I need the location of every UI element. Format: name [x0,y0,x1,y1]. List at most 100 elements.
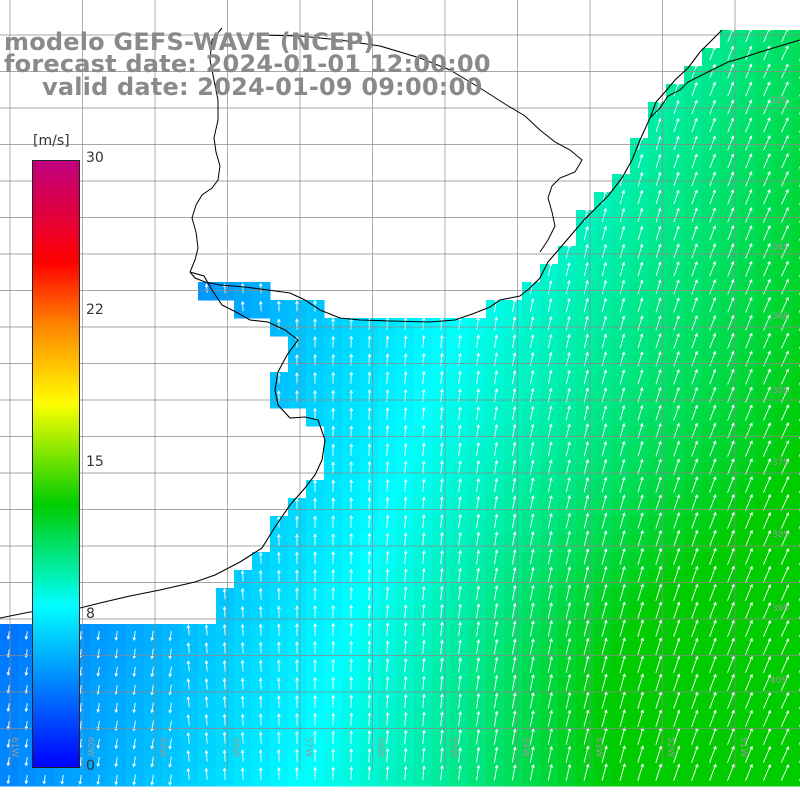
wind-arrow [493,567,499,583]
wind-arrow [313,658,317,672]
wind-arrow [511,728,517,745]
wind-arrow [240,695,245,708]
wind-arrow [385,747,390,763]
wind-arrow [709,135,716,151]
wind-arrow [709,207,716,223]
wind-arrow [745,547,753,565]
wind-arrow [763,260,771,277]
wind-arrow [583,601,590,619]
colorbar-tick-0: 0 [86,758,95,774]
wind-arrow [565,566,572,583]
wind-arrow [511,513,517,529]
wind-arrow [367,586,372,600]
wind-arrow [547,655,553,673]
wind-arrow [385,442,390,456]
wind-arrow [385,407,390,420]
wind-arrow [691,709,699,727]
wind-arrow [403,747,408,763]
wind-arrow [655,207,662,223]
lat-label: 36S [772,312,790,322]
wind-arrow [512,298,517,312]
wind-arrow [673,745,681,763]
wind-arrow [727,655,735,673]
wind-arrow [727,278,735,295]
wind-arrow [529,764,535,781]
wind-arrow [601,261,607,277]
wind-arrow [313,694,317,708]
wind-arrow [168,756,172,768]
wind-arrow [673,153,680,169]
wind-arrow [295,300,299,312]
wind-arrow [637,404,644,421]
wind-arrow [331,568,335,582]
wind-speed-cell [792,48,800,67]
wind-arrow [655,404,662,421]
wind-arrow [763,171,771,187]
wind-arrow [421,567,426,583]
wind-arrow [494,459,499,475]
wind-speed-cell [792,174,800,193]
wind-arrow [458,370,462,384]
wind-arrow [529,656,535,673]
wind-arrow [601,351,608,367]
wind-arrow [583,655,590,673]
wind-arrow [691,261,698,277]
wind-arrow [494,352,499,367]
wind-speed-cell [792,516,800,535]
wind-arrow [313,335,317,348]
wind-speed-cell [792,264,800,283]
wind-arrow [96,666,101,677]
wind-arrow [583,369,589,385]
wind-arrow [691,225,698,241]
wind-arrow [637,297,644,313]
wind-arrow [547,405,553,421]
wind-arrow [727,225,735,241]
wind-arrow [258,605,263,618]
wind-arrow [349,730,354,744]
wind-arrow [313,766,317,780]
wind-arrow [204,660,209,672]
wind-arrow [547,351,553,367]
wind-arrow [781,224,789,241]
wind-arrow [494,477,499,493]
wind-arrow [655,261,662,277]
wind-arrow [565,459,571,475]
wind-arrow [637,547,644,565]
wind-arrow [476,728,481,745]
wind-arrow [547,530,553,547]
wind-arrow [367,765,372,781]
wind-arrow [42,774,47,785]
wind-arrow [511,334,517,349]
wind-arrow [385,496,390,510]
wind-arrow [691,763,699,781]
wind-arrow [403,675,408,691]
wind-arrow [421,370,426,384]
wind-speed-cell [792,534,800,553]
wind-arrow [422,765,426,781]
wind-arrow [440,675,444,691]
wind-arrow [168,720,172,732]
wind-arrow [673,315,680,331]
wind-arrow [745,81,753,97]
wind-arrow [385,550,390,564]
wind-arrow [277,569,281,582]
wind-arrow [547,280,553,295]
wind-arrow [440,567,444,583]
wind-arrow [476,316,480,330]
wind-arrow [780,332,789,349]
wind-arrow [763,117,771,133]
wind-arrow [709,279,717,295]
wind-arrow [168,738,172,750]
wind-arrow [619,369,626,385]
wind-arrow [655,350,662,367]
wind-arrow [601,763,608,781]
wind-arrow [132,756,136,768]
wind-arrow [547,423,553,439]
wind-arrow [547,745,553,763]
wind-arrow [763,350,771,367]
wind-arrow [114,756,119,768]
wind-arrow [422,657,426,673]
wind-arrow [367,496,372,510]
wind-arrow [277,551,281,564]
wind-arrow [727,296,735,313]
